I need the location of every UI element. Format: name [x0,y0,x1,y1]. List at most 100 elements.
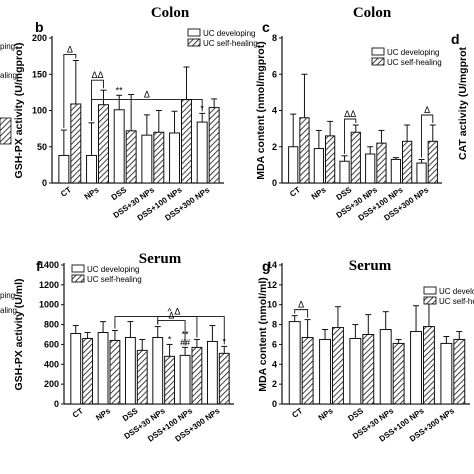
panel-c-bar-developing [416,162,427,184]
panel-c-category-label: DSS [335,185,354,202]
panel-c-legend-swatch [371,57,385,66]
panel-g-category-label: CT [290,406,304,420]
panel-b-ytick-label: 100 [32,106,47,116]
right-fragment: d CAT activity (U/mgprot [451,31,469,160]
left-fragment: ping aling ping aling [0,42,17,315]
panel-c-ytick-label: 0 [272,178,277,188]
panel-g-significance-bracket [294,309,309,318]
panel-f-bar-developing [152,336,164,405]
panel-f-bar-self-healing [191,346,203,405]
panel-c-bar-developing [390,158,402,184]
panel-g-ytick-label: 10 [267,300,277,310]
panel-c-bar-self-healing [376,142,387,184]
panel-f-ytick-label: 600 [44,339,59,349]
panel-b-bar-self-healing [153,131,165,184]
panel-c-bar-self-healing [402,140,413,184]
panel-g-ytick-label: 0 [272,399,277,409]
panel-f-significance-bracket [114,316,225,345]
panel-b-ytick-label: 0 [42,178,47,188]
panel-b-bar-self-healing [208,107,220,184]
panel-g-bar-self-healing [332,327,344,405]
panel-g-category-label: DSS [346,406,365,423]
panel-f-title: Serum [139,251,182,267]
panel-c-ylabel: MDA content (nmol/mgprot) [255,41,267,179]
panel-c-bar-developing [313,148,325,184]
right-fragment-panel-label: d [451,31,460,47]
panel-f-category-label: CT [71,406,85,420]
panel-f-bar-self-healing [164,355,176,405]
panel-g-legend-label: UC developi [439,287,474,296]
panel-g-legend-label: UC self-heal [439,297,474,306]
panel-b-ytick-label: 150 [32,69,47,79]
panel-c-panel-label: c [262,19,270,35]
panel-c-bar-developing [339,160,350,184]
panel-b-bar-developing [86,154,98,184]
panel-f-significance-label: Δ [168,311,174,321]
panel-g-bar-developing [410,331,422,405]
panel-f-ytick-label: 0 [54,399,59,409]
panel-f-legend-label: UC self-healing [87,275,142,284]
panel-b-bar-self-healing [181,99,192,184]
panel-c-legend-label: UC self-healing [387,58,442,67]
panel-b-bar-developing [196,121,208,184]
left-fragment-bar [0,117,12,145]
panel-b-ylabel: GSH-PX activity (U/mgprot) [13,43,25,179]
left-fragment-legend-3: ping [0,291,15,300]
panel-b-significance-label: Δ [144,89,150,99]
panel-b-bar-self-healing [125,130,137,184]
panel-c-ytick-label: 6 [272,69,277,79]
panel-f-bar-developing [97,332,109,405]
panel-b-legend-swatch [187,28,201,37]
panel-f-ytick-label: 1000 [39,300,59,310]
panel-g-bar-self-healing [362,334,375,405]
panel-g-bar-developing [349,337,362,405]
panel-f-ytick-label: 200 [44,379,59,389]
panel-c-significance-bracket [421,114,434,158]
panel-f-legend-swatch [71,264,85,273]
panel-g-bar-self-healing [301,336,314,405]
left-fragment-legend-2: aling [0,71,17,80]
panel-f-ylabel: GSH-PX activity (U/ml) [13,278,25,390]
panel-b-bar-annotation: ** [116,85,124,95]
panel-f-legend-label: UC developing [87,265,139,274]
panel-g-ytick-label: 8 [272,320,277,330]
panel-b-ytick-label: 50 [37,142,47,152]
panel-b-ytick-label: 200 [32,33,47,43]
panel-g-ytick-label: 14 [267,260,277,270]
panel-b-category-label: DSS [110,185,129,202]
panel-b-bar-developing [169,132,180,184]
panel-f-category-label: NPs [94,406,112,423]
panel-c-bar-self-healing [325,135,336,184]
panel-b-panel-label: b [35,19,44,35]
panel-f: Serum f 0 200 400 600 800 1000 1200 1400 GSH-PX ac… [13,251,234,444]
panel-f-ytick-label: 1200 [39,280,59,290]
panel-c-category-label: NPs [310,185,328,202]
panel-c-ytick-label: 4 [272,106,277,116]
panel-f-bar-self-healing [136,349,148,405]
panel-b-title: Colon [151,5,190,21]
panel-b-legend-label: UC developing [203,29,255,38]
panel-c-ytick-label: 8 [272,33,277,43]
panel-c: Colon c 0 2 4 6 8 MDA content (nmol/mgprot) CT NP… [255,5,442,223]
panel-g-panel-label: g [262,258,271,274]
panel-g-category-label: NPs [317,406,335,423]
panel-g-ytick-label: 4 [272,359,277,369]
panel-f-ytick-label: 1400 [39,260,59,270]
panel-g-bar-developing [288,321,301,405]
panel-f-ytick-label: 400 [44,359,59,369]
panel-g-title: Serum [349,258,392,274]
panel-f-significance-bracket [157,316,198,338]
right-fragment-ylabel: CAT activity (U/mgprot [457,47,469,160]
panel-f-bar-developing [124,336,136,405]
panel-g-bar-developing [379,329,392,405]
panel-b-significance-bracket [91,98,203,121]
panel-f-category-label: DSS [121,406,140,423]
panel-b-category-label: CT [59,185,73,199]
panel-f-bar-annotation: * [168,334,172,344]
panel-g-bar-self-healing [453,338,466,405]
panel-b-category-label: NPs [83,185,101,202]
panel-b-bar-self-healing [98,104,109,184]
panel-c-significance-label: Δ [424,105,430,115]
panel-f-legend-swatch [71,274,85,283]
